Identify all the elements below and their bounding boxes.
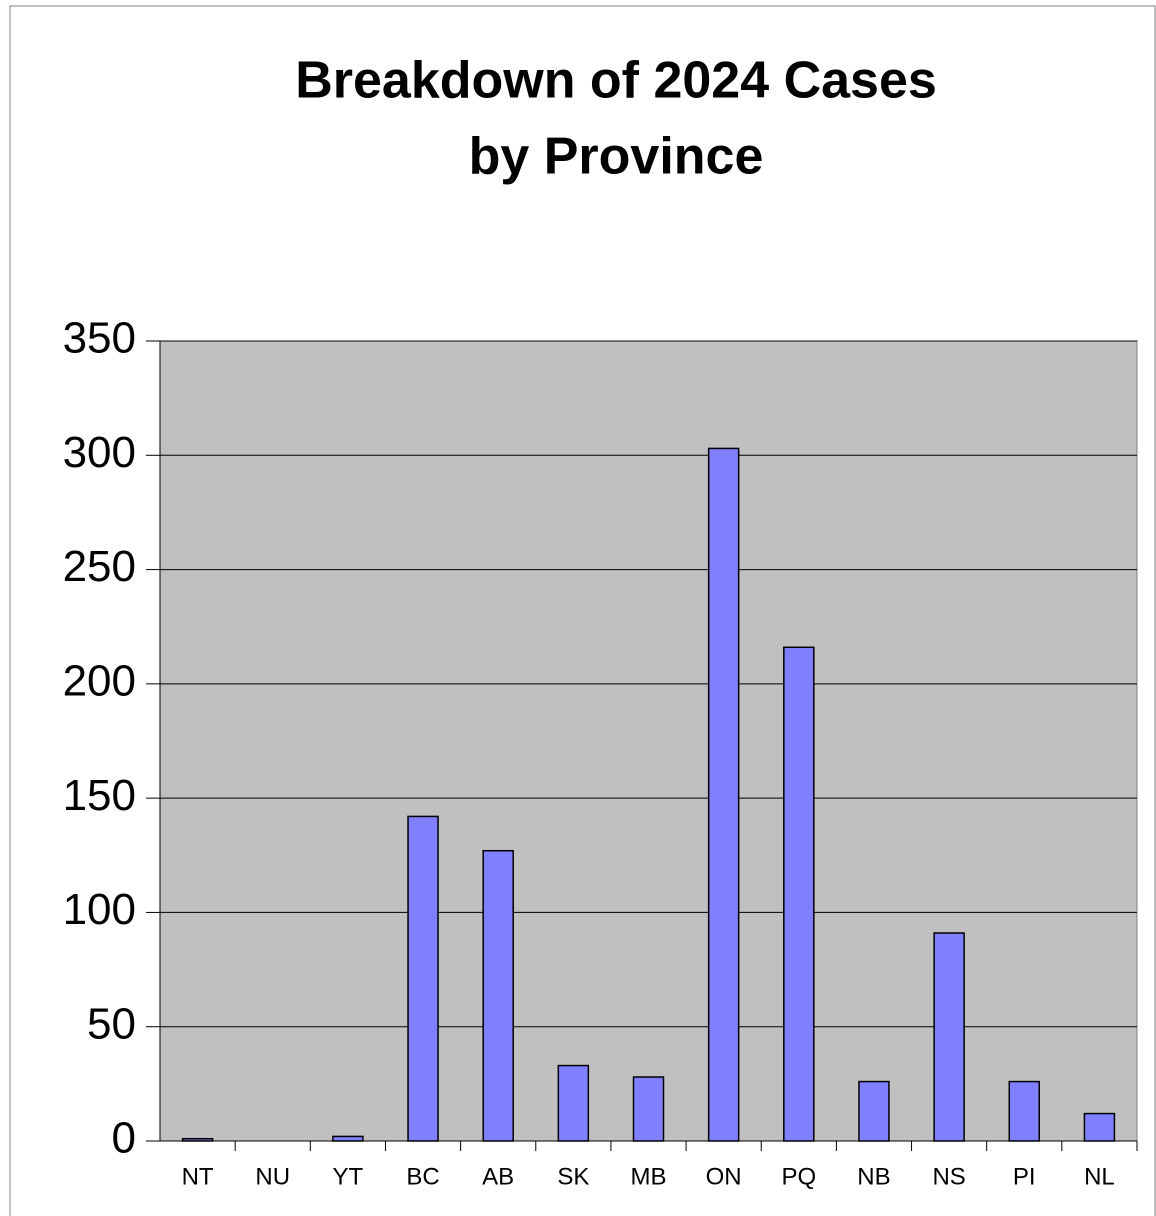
x-tick-label: NS xyxy=(932,1163,965,1190)
bar xyxy=(632,1076,665,1142)
y-tick-label: 150 xyxy=(63,771,136,820)
x-tick-label: MB xyxy=(631,1163,667,1190)
bar xyxy=(1008,1080,1041,1142)
y-tick-label: 350 xyxy=(63,314,136,363)
y-tick-label: 250 xyxy=(63,542,136,591)
chart-title: Breakdown of 2024 Cases xyxy=(295,52,937,110)
x-tick-label: AB xyxy=(482,1163,514,1190)
bar xyxy=(783,646,815,1142)
x-tick-label: NB xyxy=(857,1163,890,1190)
y-tick-label: 300 xyxy=(63,428,136,477)
y-tick-label: 100 xyxy=(63,885,136,934)
x-tick-label: PI xyxy=(1013,1163,1036,1190)
x-tick-label: NT xyxy=(182,1163,214,1190)
y-tick-label: 0 xyxy=(112,1114,136,1163)
x-tick-label: PQ xyxy=(781,1163,816,1190)
bar xyxy=(557,1064,590,1142)
chart-title: by Province xyxy=(469,128,764,186)
bar xyxy=(407,815,439,1142)
bar xyxy=(1083,1112,1116,1142)
bar xyxy=(332,1135,364,1142)
x-tick-label: ON xyxy=(706,1163,742,1190)
bar xyxy=(933,932,965,1142)
x-tick-label: BC xyxy=(406,1163,439,1190)
bar xyxy=(858,1080,890,1142)
y-tick-label: 200 xyxy=(63,656,136,705)
x-tick-label: NL xyxy=(1084,1163,1115,1190)
plot-area xyxy=(159,340,1138,1142)
x-tick-label: NU xyxy=(255,1163,290,1190)
x-tick-label: YT xyxy=(333,1163,364,1190)
bar xyxy=(707,447,740,1142)
bar xyxy=(482,849,514,1142)
x-tick-label: SK xyxy=(557,1163,589,1190)
y-tick-label: 50 xyxy=(87,999,136,1048)
